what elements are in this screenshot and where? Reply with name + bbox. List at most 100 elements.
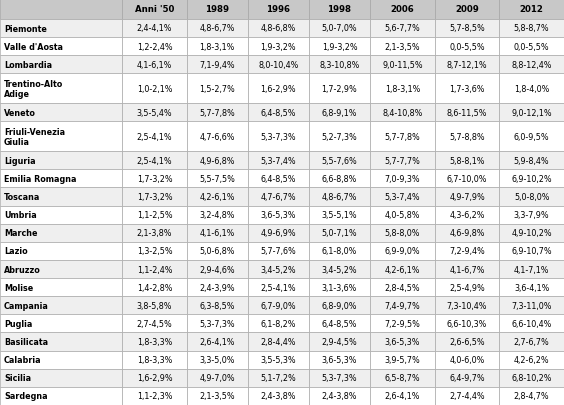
Text: 6,0-9,5%: 6,0-9,5%	[514, 132, 549, 141]
Bar	[0, 278, 122, 296]
Text: 5,1-7,2%: 5,1-7,2%	[261, 373, 296, 382]
Bar	[499, 152, 564, 170]
Bar	[435, 224, 499, 242]
Text: 6,8-9,0%: 6,8-9,0%	[321, 301, 357, 310]
Text: 3,3-5,0%: 3,3-5,0%	[200, 355, 235, 364]
Text: 5,5-7,6%: 5,5-7,6%	[321, 156, 358, 165]
Bar	[499, 104, 564, 122]
Text: 4,9-7,0%: 4,9-7,0%	[200, 373, 235, 382]
Text: 5,0-8,0%: 5,0-8,0%	[514, 193, 549, 202]
Text: 4,9-6,9%: 4,9-6,9%	[261, 229, 296, 238]
Text: 3,8-5,8%: 3,8-5,8%	[136, 301, 172, 310]
Bar	[499, 56, 564, 74]
Text: 1996: 1996	[266, 5, 290, 15]
Text: 4,2-6,2%: 4,2-6,2%	[514, 355, 549, 364]
Bar	[309, 333, 370, 351]
Bar	[187, 104, 248, 122]
Text: 1,0-2,1%: 1,0-2,1%	[136, 85, 172, 94]
Text: 5,3-7,4%: 5,3-7,4%	[385, 193, 420, 202]
Text: 5,7-7,8%: 5,7-7,8%	[385, 132, 420, 141]
Bar	[370, 152, 435, 170]
Text: 6,4-8,5%: 6,4-8,5%	[261, 109, 296, 117]
Text: 6,8-10,2%: 6,8-10,2%	[512, 373, 552, 382]
Text: 1998: 1998	[328, 5, 351, 15]
Text: 5,0-6,8%: 5,0-6,8%	[200, 247, 235, 256]
Text: 4,7-6,7%: 4,7-6,7%	[261, 193, 296, 202]
Bar	[499, 74, 564, 104]
Bar	[309, 369, 370, 387]
Text: 4,9-7,9%: 4,9-7,9%	[449, 193, 485, 202]
Text: 7,3-11,0%: 7,3-11,0%	[512, 301, 552, 310]
Bar	[499, 296, 564, 315]
Bar	[0, 20, 122, 38]
Bar	[370, 296, 435, 315]
Bar	[499, 278, 564, 296]
Text: 2,7-4,4%: 2,7-4,4%	[449, 392, 485, 401]
Bar	[122, 170, 187, 188]
Text: 6,7-9,0%: 6,7-9,0%	[261, 301, 296, 310]
Text: 5,3-7,3%: 5,3-7,3%	[261, 132, 296, 141]
Bar	[122, 315, 187, 333]
Bar	[370, 387, 435, 405]
Text: 5,7-7,8%: 5,7-7,8%	[200, 109, 235, 117]
Text: Emilia Romagna: Emilia Romagna	[4, 175, 77, 183]
Text: 4,2-6,1%: 4,2-6,1%	[385, 265, 420, 274]
Text: 6,4-9,7%: 6,4-9,7%	[449, 373, 485, 382]
Bar	[309, 206, 370, 224]
Text: 2,4-3,9%: 2,4-3,9%	[200, 283, 235, 292]
Text: 8,6-11,5%: 8,6-11,5%	[447, 109, 487, 117]
Bar	[309, 315, 370, 333]
Bar	[499, 315, 564, 333]
Bar	[187, 188, 248, 206]
Text: Anni '50: Anni '50	[135, 5, 174, 15]
Bar	[248, 170, 309, 188]
Text: 9,0-11,5%: 9,0-11,5%	[382, 61, 422, 70]
Bar	[309, 224, 370, 242]
Bar	[499, 188, 564, 206]
Bar	[370, 0, 435, 20]
Bar	[370, 104, 435, 122]
Bar	[370, 74, 435, 104]
Text: 8,0-10,4%: 8,0-10,4%	[258, 61, 298, 70]
Bar	[309, 188, 370, 206]
Text: 2,6-4,1%: 2,6-4,1%	[385, 392, 420, 401]
Text: Abruzzo: Abruzzo	[4, 265, 41, 274]
Bar	[309, 20, 370, 38]
Bar	[248, 206, 309, 224]
Text: 2009: 2009	[455, 5, 479, 15]
Text: 6,6-10,3%: 6,6-10,3%	[447, 319, 487, 328]
Bar	[435, 74, 499, 104]
Bar	[187, 369, 248, 387]
Text: 1,9-3,2%: 1,9-3,2%	[321, 43, 357, 51]
Text: Molise: Molise	[4, 283, 33, 292]
Bar	[248, 296, 309, 315]
Bar	[187, 0, 248, 20]
Bar	[435, 260, 499, 278]
Text: 5,2-7,3%: 5,2-7,3%	[321, 132, 358, 141]
Bar	[0, 315, 122, 333]
Bar	[309, 152, 370, 170]
Text: 6,9-10,7%: 6,9-10,7%	[512, 247, 552, 256]
Text: Toscana: Toscana	[4, 193, 40, 202]
Text: 2,8-4,5%: 2,8-4,5%	[385, 283, 420, 292]
Bar	[248, 369, 309, 387]
Text: 4,2-6,1%: 4,2-6,1%	[200, 193, 235, 202]
Text: 5,9-8,4%: 5,9-8,4%	[514, 156, 549, 165]
Text: 7,2-9,4%: 7,2-9,4%	[449, 247, 485, 256]
Bar	[248, 74, 309, 104]
Bar	[0, 387, 122, 405]
Bar	[499, 38, 564, 56]
Bar	[0, 56, 122, 74]
Bar	[370, 56, 435, 74]
Text: 2,8-4,7%: 2,8-4,7%	[514, 392, 549, 401]
Bar	[248, 315, 309, 333]
Bar	[499, 224, 564, 242]
Text: Liguria: Liguria	[4, 156, 36, 165]
Bar	[499, 122, 564, 152]
Text: 5,5-7,5%: 5,5-7,5%	[200, 175, 235, 183]
Bar	[187, 260, 248, 278]
Text: Umbria: Umbria	[4, 211, 37, 220]
Text: 6,4-8,5%: 6,4-8,5%	[261, 175, 296, 183]
Bar	[435, 369, 499, 387]
Text: Sardegna: Sardegna	[4, 392, 47, 401]
